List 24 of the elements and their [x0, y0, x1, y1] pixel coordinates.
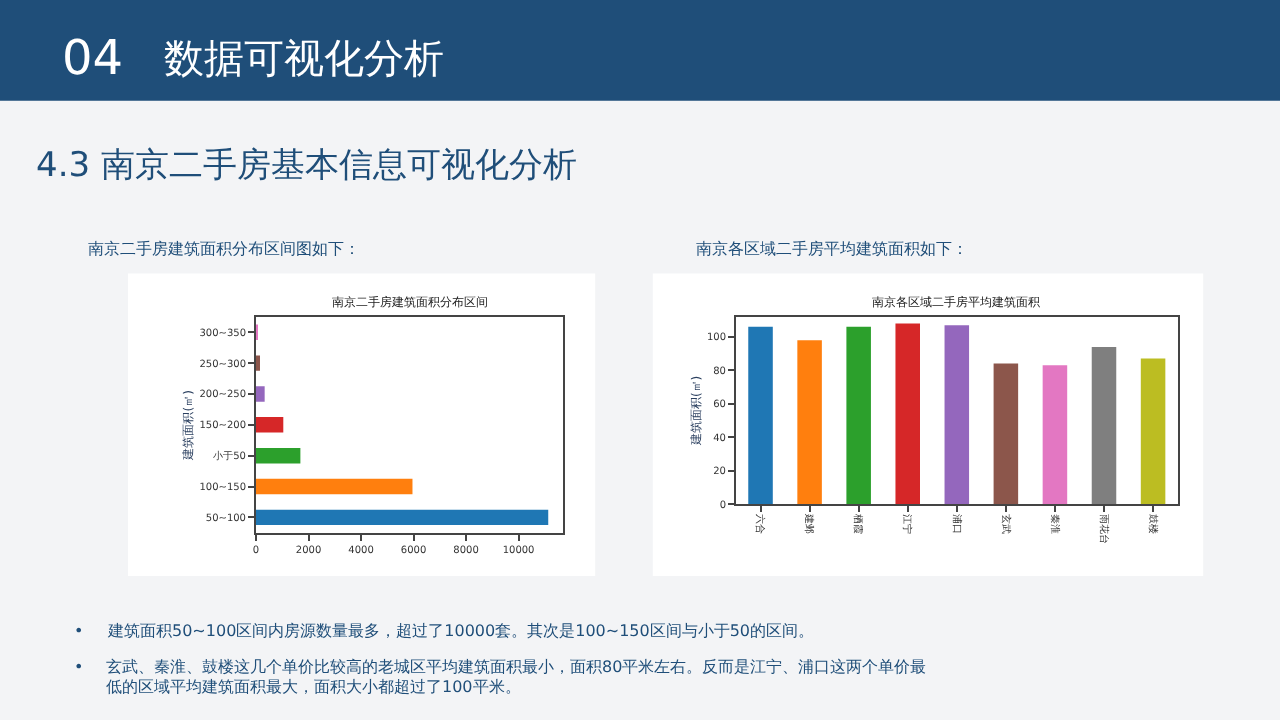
text: • [74, 622, 84, 640]
bar [797, 340, 822, 504]
bar [1042, 365, 1068, 504]
bar [748, 326, 773, 504]
bar [993, 363, 1019, 504]
text: 4.3 南京二手房基本信息可视化分析 [36, 146, 577, 186]
text: 玄武、秦淮、鼓楼这几个单价比较高的老城区平均建筑面积最小，面积80平米左右。反而是江宁、浦口这两个单价最 [106, 658, 927, 676]
text: 低的区域平均建筑面积最大，面积大小都超过了100平米。 [106, 678, 521, 696]
text: 南京二手房建筑面积分布区间图如下： [88, 240, 360, 258]
bar [846, 326, 871, 504]
bar [895, 323, 920, 504]
text: • [74, 658, 84, 676]
bar [256, 386, 265, 402]
bar [256, 417, 284, 433]
bar [944, 325, 970, 504]
text: 南京各区域二手房平均建筑面积如下： [696, 240, 968, 258]
bar [1091, 346, 1117, 504]
bar [256, 478, 413, 495]
bar [256, 509, 549, 526]
text: 数据可视化分析 [164, 34, 444, 82]
text: 建筑面积50~100区间内房源数量最多，超过了10000套。其次是100~150区间与小于50的区间。 [106, 622, 815, 640]
text: 04 [62, 30, 124, 86]
bar [256, 447, 301, 464]
bar [1140, 358, 1166, 504]
